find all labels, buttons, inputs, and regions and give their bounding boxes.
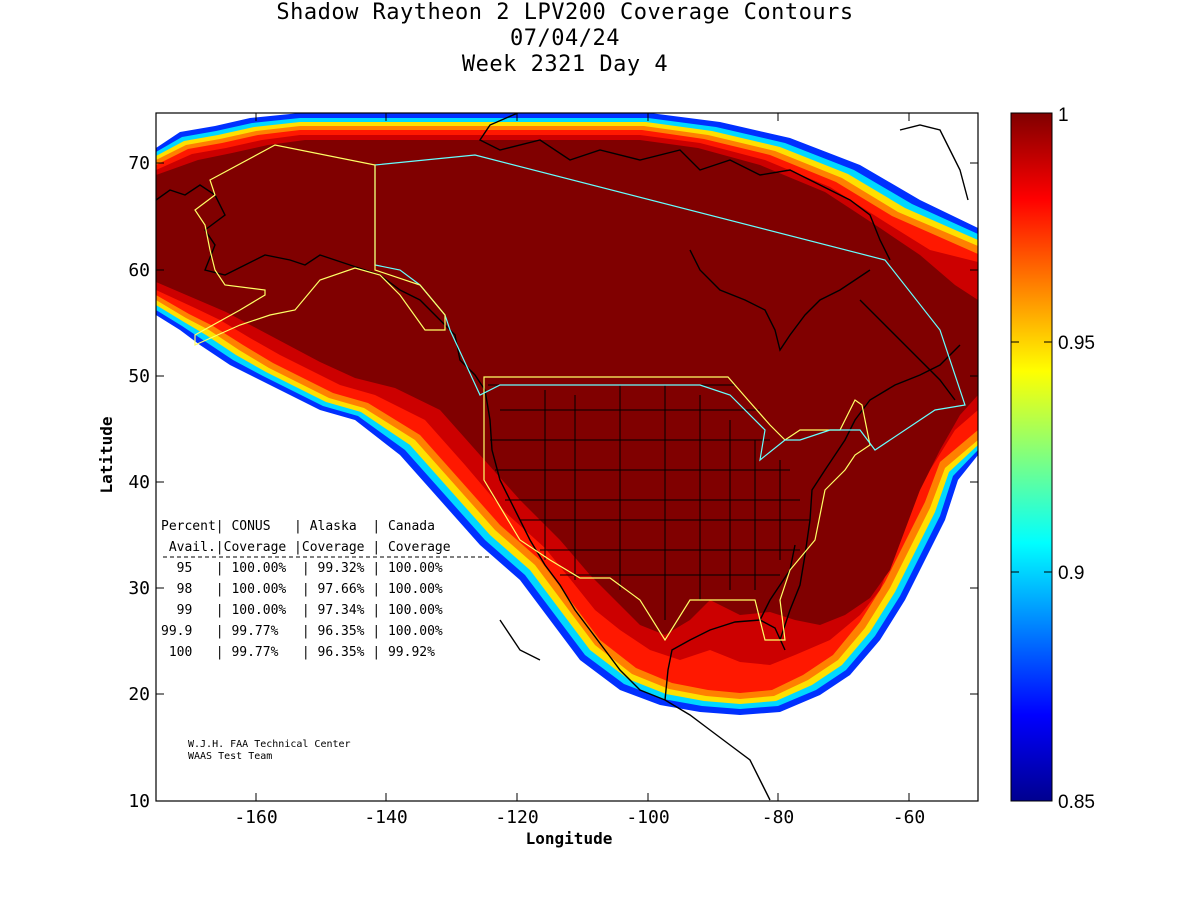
colorbar-label: 0.95 bbox=[1058, 333, 1095, 354]
table-row: 99.9 | 99.77% | 96.35% | 100.00% bbox=[161, 624, 443, 639]
region-boundaries bbox=[194, 144, 966, 642]
chart-date: 07/04/24 bbox=[510, 26, 620, 51]
x-tick-label: -140 bbox=[364, 807, 407, 828]
y-tick-label: 40 bbox=[128, 472, 150, 493]
x-tick-label: -80 bbox=[762, 807, 795, 828]
contour-100 bbox=[156, 140, 978, 635]
conus-boundary bbox=[483, 376, 871, 642]
x-tick-label: -120 bbox=[495, 807, 538, 828]
x-tick-label: -100 bbox=[626, 807, 669, 828]
y-tick-label: 30 bbox=[128, 578, 150, 599]
table-header: Percent| CONUS | Alaska | Canada bbox=[161, 519, 435, 534]
x-ticks bbox=[255, 113, 910, 801]
y-ticks bbox=[156, 162, 978, 695]
colorbar bbox=[1010, 112, 1053, 802]
y-tick-label: 20 bbox=[128, 684, 150, 705]
colorbar-label: 0.85 bbox=[1058, 792, 1095, 813]
table-row: 98 | 100.00% | 97.66% | 100.00% bbox=[161, 582, 443, 597]
chart-week-day: Week 2321 Day 4 bbox=[461, 52, 669, 77]
plot-frame bbox=[155, 112, 979, 802]
y-tick-label: 70 bbox=[128, 153, 150, 174]
credit-text: WAAS Test Team bbox=[188, 751, 272, 762]
chart-title: Shadow Raytheon 2 LPV200 Coverage Contou… bbox=[276, 0, 854, 25]
table-row: 99 | 100.00% | 97.34% | 100.00% bbox=[161, 603, 443, 618]
y-tick-label: 60 bbox=[128, 260, 150, 281]
colorbar-label: 0.9 bbox=[1058, 563, 1084, 584]
x-axis-label: Longitude bbox=[526, 829, 613, 848]
alaska-boundary bbox=[194, 144, 446, 346]
credit-text: W.J.H. FAA Technical Center bbox=[188, 739, 351, 750]
coverage-table: Percent| CONUS | Alaska | Canada Avail.|… bbox=[161, 519, 490, 660]
y-tick-label: 50 bbox=[128, 366, 150, 387]
x-tick-label: -60 bbox=[893, 807, 926, 828]
table-row: 95 | 100.00% | 99.32% | 100.00% bbox=[161, 561, 443, 576]
colorbar-label: 1 bbox=[1058, 105, 1069, 126]
x-tick-label: -160 bbox=[234, 807, 277, 828]
table-header: Avail.|Coverage |Coverage | Coverage bbox=[161, 540, 451, 555]
y-tick-label: 10 bbox=[128, 791, 150, 812]
coastlines bbox=[156, 113, 969, 801]
table-row: 100 | 99.77% | 96.35% | 99.92% bbox=[161, 645, 435, 660]
y-axis-label: Latitude bbox=[97, 416, 116, 493]
